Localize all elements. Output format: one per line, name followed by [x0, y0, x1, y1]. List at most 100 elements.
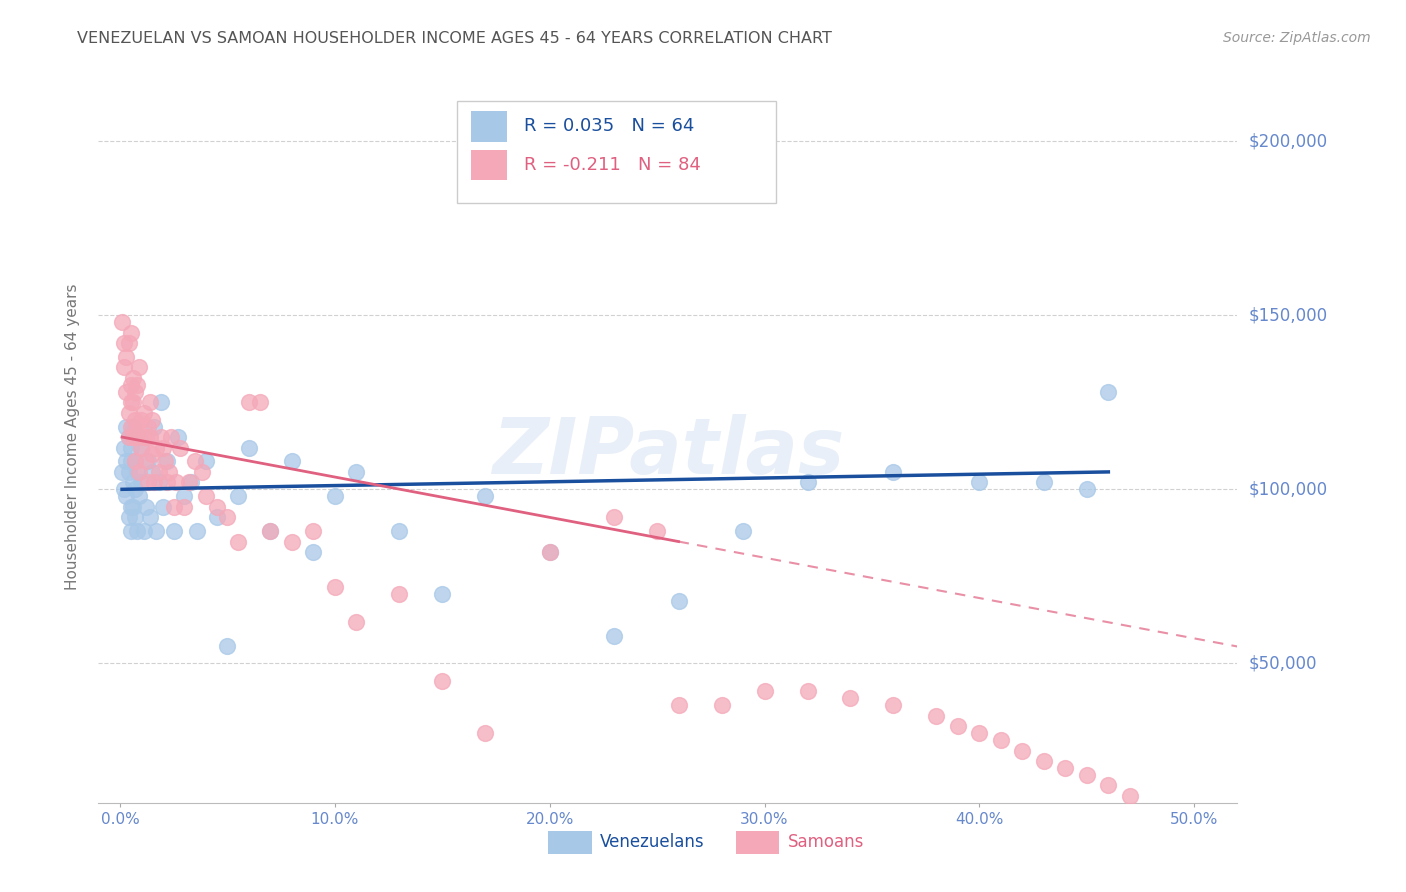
Point [1119, 789, 1142, 803]
Text: VENEZUELAN VS SAMOAN HOUSEHOLDER INCOME AGES 45 - 64 YEARS CORRELATION CHART: VENEZUELAN VS SAMOAN HOUSEHOLDER INCOME … [77, 31, 832, 46]
Point [132, 430, 155, 444]
Point [388, 524, 411, 538]
Point [124, 454, 146, 468]
Point [344, 615, 367, 629]
Point [249, 395, 271, 409]
Point [205, 510, 228, 524]
Point [131, 441, 153, 455]
Point [121, 500, 143, 514]
Point [148, 475, 170, 490]
Point [120, 326, 142, 340]
Point [121, 371, 143, 385]
Point [160, 430, 183, 444]
Point [135, 430, 157, 444]
Point [111, 465, 134, 479]
Point [111, 315, 134, 329]
Point [117, 406, 139, 420]
Point [754, 684, 776, 698]
Point [186, 524, 208, 538]
Point [152, 500, 174, 514]
Text: $150,000: $150,000 [1249, 306, 1327, 324]
Point [323, 580, 346, 594]
Point [120, 395, 142, 409]
Point [141, 448, 163, 462]
Point [115, 489, 138, 503]
Text: Venezuelans: Venezuelans [599, 832, 704, 851]
Point [302, 545, 325, 559]
Point [184, 454, 207, 468]
Point [1097, 384, 1119, 399]
Point [117, 465, 139, 479]
Point [121, 419, 143, 434]
Point [173, 489, 195, 503]
Point [1054, 761, 1077, 775]
Point [1032, 754, 1054, 768]
Point [135, 454, 157, 468]
Point [226, 489, 249, 503]
Point [344, 465, 367, 479]
Point [281, 454, 304, 468]
Text: Source: ZipAtlas.com: Source: ZipAtlas.com [1223, 31, 1371, 45]
Point [474, 726, 496, 740]
Point [603, 510, 626, 524]
Bar [471, 150, 508, 180]
Point [162, 524, 184, 538]
Point [121, 430, 143, 444]
Point [127, 465, 149, 479]
Point [839, 691, 862, 706]
Text: $100,000: $100,000 [1249, 480, 1327, 499]
Text: R = -0.211   N = 84: R = -0.211 N = 84 [524, 156, 702, 174]
Point [149, 430, 172, 444]
Point [120, 454, 142, 468]
Point [474, 489, 496, 503]
Point [139, 510, 162, 524]
Point [167, 430, 190, 444]
Point [131, 412, 153, 426]
Point [217, 639, 239, 653]
Point [139, 395, 162, 409]
Point [882, 698, 904, 713]
Point [132, 406, 155, 420]
Point [731, 524, 754, 538]
FancyBboxPatch shape [457, 101, 776, 203]
Point [124, 412, 146, 426]
Point [127, 377, 149, 392]
Point [112, 441, 135, 455]
Point [136, 419, 159, 434]
Text: R = 0.035   N = 64: R = 0.035 N = 64 [524, 117, 695, 136]
Point [217, 510, 239, 524]
Point [645, 524, 668, 538]
Bar [548, 830, 592, 854]
Point [180, 475, 202, 490]
Point [128, 360, 150, 375]
Point [205, 500, 228, 514]
Point [169, 441, 191, 455]
Point [1097, 778, 1119, 792]
Point [259, 524, 281, 538]
Point [124, 454, 146, 468]
Point [603, 629, 626, 643]
Point [162, 500, 184, 514]
Point [323, 489, 346, 503]
Point [156, 475, 179, 490]
Point [131, 441, 153, 455]
Point [117, 336, 139, 351]
Point [136, 454, 159, 468]
Point [946, 719, 969, 733]
Point [538, 545, 561, 559]
Point [388, 587, 411, 601]
Point [710, 698, 733, 713]
Point [194, 489, 217, 503]
Point [925, 708, 948, 723]
Point [969, 726, 991, 740]
Point [143, 419, 166, 434]
Point [969, 475, 991, 490]
Point [238, 441, 260, 455]
Point [141, 465, 163, 479]
Point [120, 524, 142, 538]
Bar [471, 111, 508, 142]
Point [141, 412, 163, 426]
Point [145, 441, 167, 455]
Point [668, 698, 690, 713]
Point [132, 524, 155, 538]
